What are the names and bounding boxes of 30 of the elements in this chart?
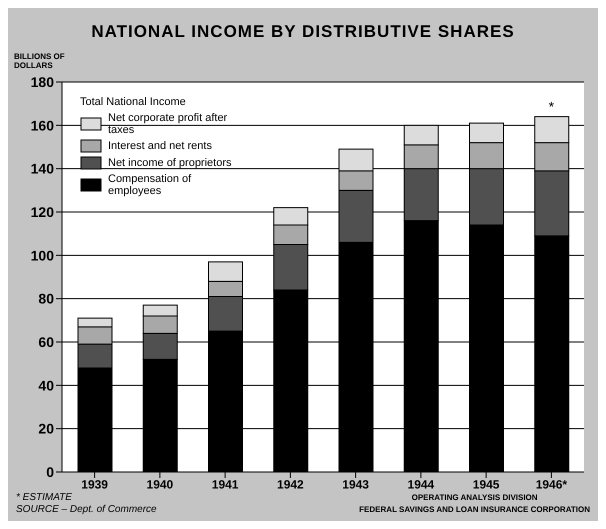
y-tick-label: 0 <box>46 464 54 480</box>
x-tick-label: 1940 <box>146 478 174 492</box>
y-tick-label: 80 <box>38 290 54 307</box>
y-tick-label: 160 <box>30 117 54 134</box>
x-tick-label: 1943 <box>342 478 370 492</box>
x-tick-label: 1945 <box>472 478 500 492</box>
text: OPERATING ANALYSIS DIVISION <box>410 492 539 504</box>
y-tick-label: 180 <box>30 74 54 90</box>
x-tick-label: 1944 <box>408 478 435 492</box>
legend-title: Total National Income <box>80 96 187 108</box>
y-tick-label: 60 <box>38 334 54 350</box>
legend-label: Net income of proprietors <box>108 157 232 169</box>
y-axis-title: BILLIONS OF DOLLARS <box>14 52 66 70</box>
x-tick-label: 1941 <box>212 478 239 492</box>
y-tick-label: 120 <box>30 204 54 220</box>
legend-label: Compensation of employees <box>108 173 192 197</box>
y-tick-label: 40 <box>38 377 54 394</box>
annotation: * <box>548 98 555 115</box>
x-tick-label: 1939 <box>81 478 108 492</box>
source-note: SOURCE – Dept. of Commerce <box>16 504 157 516</box>
text: * ESTIMATE <box>16 492 73 504</box>
y-tick-label: 140 <box>30 160 54 177</box>
x-tick-label: 1942 <box>277 478 304 492</box>
x-tick-label: 1946* <box>536 478 568 492</box>
legend-label: Interest and net rents <box>108 140 212 152</box>
y-tick-label: 20 <box>38 420 54 437</box>
chart-title: NATIONAL INCOME BY DISTRIBUTIVE SHARES <box>90 22 516 42</box>
text: FEDERAL SAVINGS AND LOAN INSURANCE CORPORATION <box>359 504 590 516</box>
y-tick-label: 100 <box>30 247 54 264</box>
legend-label: Net corporate profit after taxes <box>108 112 228 136</box>
